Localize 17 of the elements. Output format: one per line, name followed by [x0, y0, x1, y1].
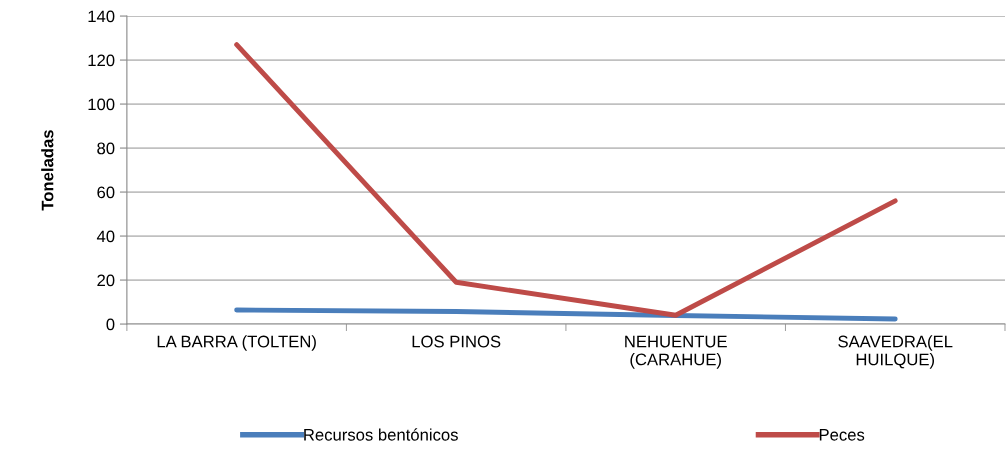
y-tick-label: 140	[88, 10, 115, 23]
x-tick-label: LOS PINOS	[412, 335, 501, 348]
line-series	[234, 42, 898, 318]
y-axis-title: Toneladas	[41, 130, 54, 211]
legend-label: Peces	[819, 429, 865, 441]
legend-label: Recursos bentónicos	[304, 428, 458, 441]
x-tick-label: LA BARRA (TOLTEN)	[157, 335, 316, 351]
y-tick-label: 80	[97, 142, 115, 155]
y-tick-label: 20	[97, 274, 115, 287]
line-series	[234, 307, 898, 322]
x-tick-label: SAAVEDRA(EL HUILQUE)	[838, 335, 953, 369]
y-tick-label: 0	[106, 318, 115, 331]
x-tick-label: NEHUENTUE (CARAHUE)	[625, 335, 727, 369]
y-tick-label: 100	[88, 98, 115, 111]
y-tick-label: 120	[88, 54, 115, 67]
y-tick-label: 40	[96, 230, 115, 243]
y-tick-label: 60	[97, 186, 115, 199]
